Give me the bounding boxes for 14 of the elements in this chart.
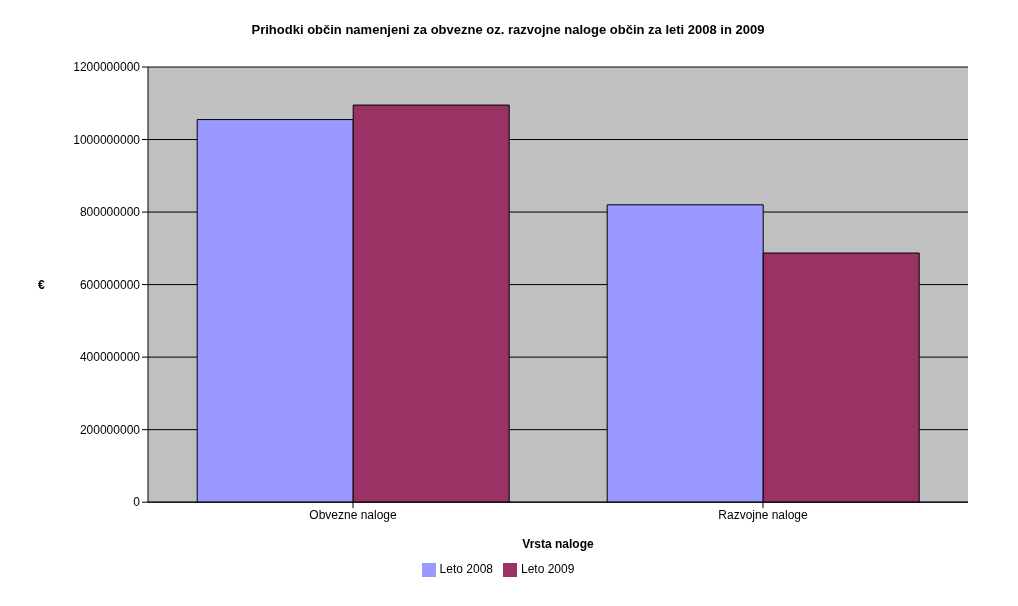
y-tick-label: 400000000 <box>79 350 141 365</box>
legend-label: Leto 2008 <box>439 562 493 577</box>
y-tick-label: 1200000000 <box>73 60 141 75</box>
y-tick-label: 0 <box>133 495 141 510</box>
x-tick-label: Obvezne naloge <box>309 507 398 522</box>
x-tick-label: Razvojne naloge <box>718 507 809 522</box>
x-axis-title: Vrsta naloge <box>522 537 594 552</box>
y-tick-label: 600000000 <box>79 277 141 292</box>
y-axis-title: € <box>38 277 45 292</box>
legend-label: Leto 2009 <box>521 562 575 577</box>
chart-title: Prihodki občin namenjeni za obvezne oz. razvojne naloge občin za leti 2008 in 2009 <box>250 21 766 39</box>
y-tick-label: 800000000 <box>79 205 141 220</box>
y-tick-label: 200000000 <box>79 422 141 437</box>
y-tick-label: 1000000000 <box>73 132 141 147</box>
